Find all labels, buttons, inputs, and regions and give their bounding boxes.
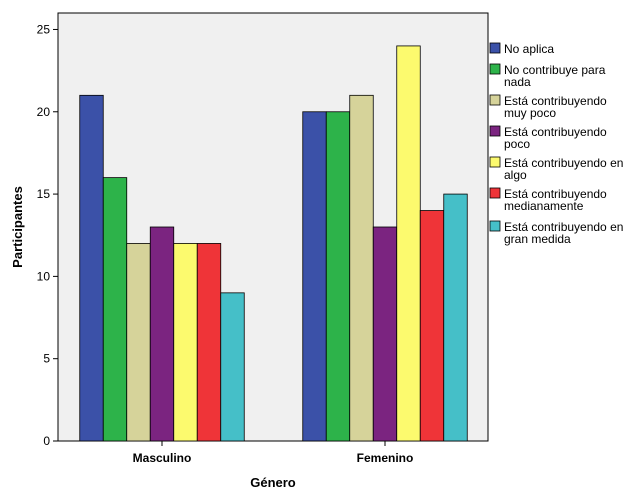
legend-swatch	[489, 42, 501, 54]
legend-label: Está contribuyendo	[504, 187, 607, 201]
legend-label: algo	[504, 168, 527, 182]
legend-label: No aplica	[504, 42, 554, 56]
bar-masculino-2	[126, 243, 151, 442]
y-tick-label: 5	[43, 352, 50, 366]
bar-masculino-1	[102, 177, 128, 442]
y-tick-label: 15	[37, 187, 51, 201]
y-tick-label: 25	[37, 22, 51, 36]
legend-label: poco	[504, 137, 530, 151]
bar-masculino-5	[196, 243, 222, 442]
bar-masculino-3	[149, 226, 175, 442]
bar-femenino-1	[325, 111, 351, 442]
x-tick-label: Femenino	[357, 451, 414, 465]
legend-swatch	[489, 63, 501, 75]
legend-swatch	[489, 187, 501, 199]
legend-label: medianamente	[504, 199, 584, 213]
y-axis: 0 5 10 15 20 25	[37, 22, 58, 448]
legend-label: Está contribuyendo	[504, 94, 607, 108]
x-axis: Masculino Femenino	[133, 441, 414, 465]
legend-label: muy poco	[504, 106, 556, 120]
x-tick-label: Masculino	[133, 451, 192, 465]
x-axis-title: Género	[250, 475, 296, 490]
y-tick-label: 10	[37, 269, 51, 283]
y-axis-title: Participantes	[10, 186, 25, 268]
y-tick-label: 0	[43, 434, 50, 448]
bar-masculino-4	[173, 243, 198, 442]
bar-femenino-2	[349, 94, 374, 442]
bar-femenino-6	[443, 193, 468, 442]
legend-swatch	[489, 125, 501, 137]
legend-label: nada	[504, 75, 531, 89]
bar-femenino-5	[419, 210, 445, 442]
bar-femenino-0	[302, 111, 327, 442]
bar-masculino-0	[79, 94, 104, 442]
legend-label: Está contribuyendo en	[504, 156, 623, 170]
bar-femenino-4	[396, 45, 421, 442]
legend-label: Está contribuyendo en	[504, 220, 623, 234]
bars-group	[79, 45, 468, 442]
y-tick-label: 20	[37, 105, 51, 119]
legend-label: gran medida	[504, 232, 571, 246]
legend-label: Está contribuyendo	[504, 125, 607, 139]
legend-swatch	[489, 94, 501, 106]
legend-swatch	[489, 220, 501, 232]
legend-swatch	[489, 156, 501, 168]
legend-label: No contribuye para	[504, 63, 606, 77]
bar-femenino-3	[372, 226, 398, 442]
bar-masculino-6	[220, 292, 245, 442]
